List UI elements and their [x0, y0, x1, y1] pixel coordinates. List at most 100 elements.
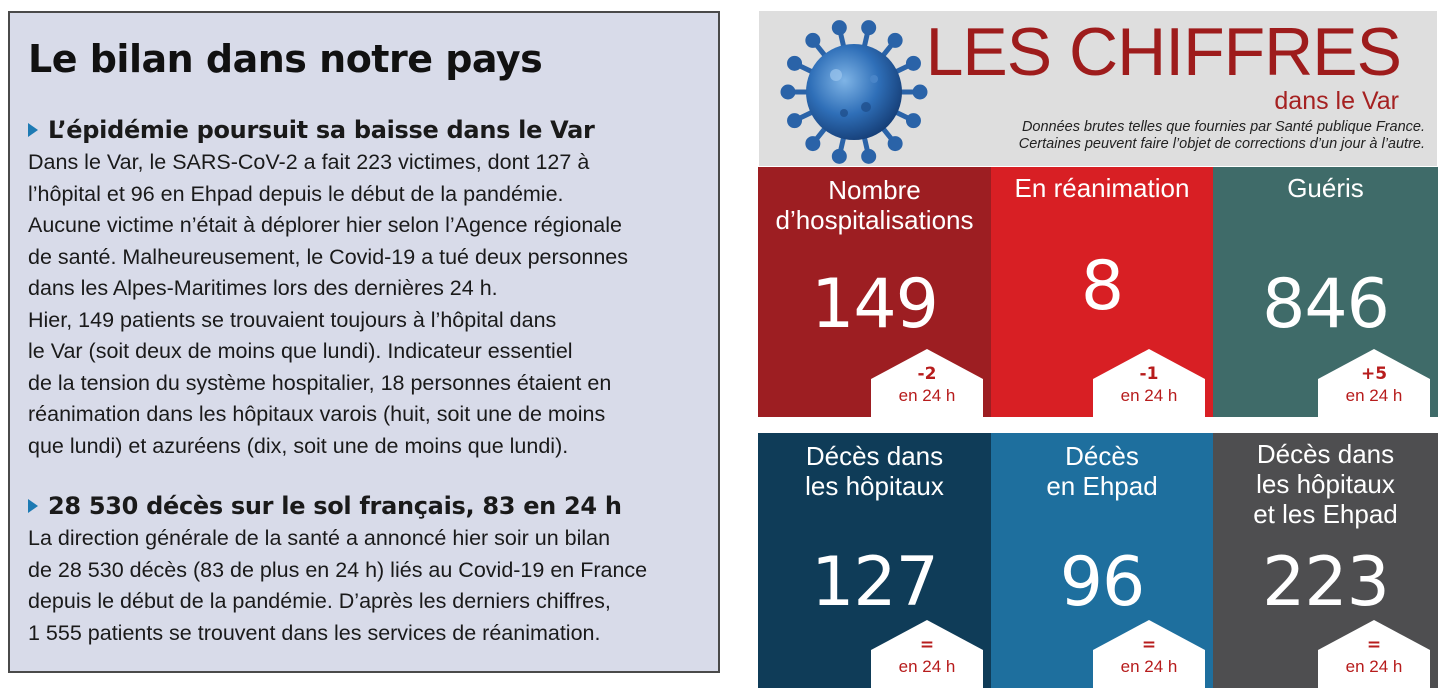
- badge-house-shape: [1093, 620, 1205, 688]
- section-subhead-text: L’épidémie poursuit sa baisse dans le Va…: [48, 116, 595, 144]
- body-line: réanimation dans les hôpitaux varois (hu…: [28, 402, 606, 426]
- infographic-note: Données brutes telles que fournies par S…: [1019, 119, 1425, 153]
- virus-spike-tip: [861, 148, 877, 164]
- stat-tile-label-line: En réanimation: [1014, 173, 1190, 203]
- stat-tile-label: Décès en Ehpad: [991, 441, 1213, 501]
- virus-spike-tip: [805, 32, 821, 48]
- change-badge: -1 en 24 h: [1093, 349, 1205, 417]
- badge-delta: =: [1141, 635, 1157, 655]
- stat-tile-value: 127: [811, 543, 939, 622]
- stat-tile-value: 149: [811, 265, 939, 344]
- virus-spike-tip: [861, 20, 877, 36]
- body-line: 1 555 patients se trouvent dans les serv…: [28, 620, 601, 645]
- stat-tile-label-line: les hôpitaux: [805, 471, 944, 501]
- stat-tile-label-line: Décès: [1065, 441, 1139, 471]
- badge-delta: -1: [1139, 364, 1159, 384]
- badge-delta: +5: [1360, 364, 1388, 384]
- virus-spike-tip: [780, 84, 796, 100]
- stat-tile-label: Décès dans les hôpitaux: [758, 441, 991, 501]
- badge-period: en 24 h: [1345, 386, 1403, 405]
- bullet-triangle-icon: [28, 499, 38, 513]
- body-line: Hier, 149 patients se trouvaient toujour…: [28, 307, 557, 332]
- badge-period: en 24 h: [1345, 657, 1403, 676]
- body-line: que lundi) et azuréens (dix, soit une de…: [28, 433, 569, 458]
- virus-spike-tip: [831, 148, 847, 164]
- badge-delta: =: [1366, 635, 1382, 655]
- stat-tile-label: Guéris: [1213, 173, 1438, 203]
- body-line: de 28 530 décès (83 de plus en 24 h) lié…: [28, 557, 648, 582]
- virus-spike-tip: [905, 113, 921, 129]
- body-line: dans les Alpes-Maritimes lors des derniè…: [28, 276, 498, 300]
- section-subhead: L’épidémie poursuit sa baisse dans le Va…: [28, 113, 718, 147]
- article-headline: Le bilan dans notre pays: [28, 37, 543, 81]
- change-badge: = en 24 h: [871, 620, 983, 688]
- badge-delta: -2: [917, 364, 937, 384]
- stat-tile: Décès en Ehpad 96 = en 24 h: [991, 433, 1213, 688]
- section-subhead-text: 28 530 décès sur le sol français, 83 en …: [48, 492, 622, 520]
- stat-tile-label-line: et les Ehpad: [1253, 499, 1398, 529]
- stat-tile-value: 8: [1080, 247, 1124, 326]
- section-body: Dans le Var, le SARS-CoV-2 a fait 223 vi…: [28, 147, 718, 462]
- stat-tile-label-line: les hôpitaux: [1256, 469, 1395, 499]
- virus-spike-tip: [887, 136, 903, 152]
- virus-spike-tip: [887, 32, 903, 48]
- stat-tile-label-line: en Ehpad: [1046, 471, 1158, 501]
- badge-period: en 24 h: [1120, 657, 1178, 676]
- badge-period: en 24 h: [898, 386, 956, 405]
- change-badge: = en 24 h: [1093, 620, 1205, 688]
- article-section-1: L’épidémie poursuit sa baisse dans le Va…: [28, 113, 718, 462]
- stat-tile: Décès dans les hôpitaux 127 = en 24 h: [758, 433, 991, 688]
- change-badge: +5 en 24 h: [1318, 349, 1430, 417]
- body-line: l’hôpital et 96 en Ehpad depuis le début…: [28, 181, 564, 206]
- stat-tile-label: Décès dans les hôpitaux et les Ehpad: [1213, 439, 1438, 529]
- body-line: depuis le début de la pandémie. D’après …: [28, 589, 611, 613]
- bullet-triangle-icon: [28, 123, 38, 137]
- badge-house-shape: [871, 349, 983, 417]
- virus-spike-tip: [912, 84, 928, 100]
- body-line: Dans le Var, le SARS-CoV-2 a fait 223 vi…: [28, 150, 590, 174]
- stat-tile-label: En réanimation: [991, 173, 1213, 203]
- stat-tile: En réanimation 8 -1 en 24 h: [991, 167, 1213, 417]
- badge-house-shape: [1318, 349, 1430, 417]
- badge-house-shape: [1318, 620, 1430, 688]
- body-line: de la tension du système hospitalier, 18…: [28, 370, 612, 395]
- stat-tile-value: 96: [1059, 543, 1146, 622]
- stat-tile-label-line: Guéris: [1287, 173, 1364, 203]
- article-section-2: 28 530 décès sur le sol français, 83 en …: [28, 489, 718, 649]
- virus-spike-tip: [905, 55, 921, 71]
- virus-spike-tip: [787, 55, 803, 71]
- infographic-title: LES CHIFFRES: [925, 14, 1402, 90]
- stat-tile-value: 223: [1262, 543, 1390, 622]
- coronavirus-icon: [780, 20, 928, 164]
- badge-period: en 24 h: [898, 657, 956, 676]
- stat-tile-label-line: Décès dans: [1256, 439, 1395, 469]
- change-badge: -2 en 24 h: [871, 349, 983, 417]
- body-line: le Var (soit deux de moins que lundi). I…: [28, 339, 573, 363]
- stat-tile-value: 846: [1262, 265, 1390, 344]
- note-line: Données brutes telles que fournies par S…: [1021, 119, 1425, 135]
- article-panel: Le bilan dans notre pays L’épidémie pour…: [8, 11, 720, 673]
- stat-tile: Décès dans les hôpitaux et les Ehpad 223 = en…: [1213, 433, 1438, 688]
- change-badge: = en 24 h: [1318, 620, 1430, 688]
- body-line: de santé. Malheureusement, le Covid-19 a…: [28, 244, 628, 269]
- badge-house-shape: [871, 620, 983, 688]
- infographic-header: LES CHIFFRES dans le Var Données brutes …: [759, 11, 1437, 166]
- badge-period: en 24 h: [1120, 386, 1178, 405]
- stat-tile-label-line: Décès dans: [805, 441, 944, 471]
- section-body: La direction générale de la santé a anno…: [28, 523, 718, 649]
- virus-spike-tip: [787, 113, 803, 129]
- note-line: Certaines peuvent faire l’objet de corre…: [1018, 136, 1425, 152]
- badge-delta: =: [919, 635, 935, 655]
- body-line: La direction générale de la santé a anno…: [28, 526, 611, 550]
- stat-tile-label-line: d’hospitalisations: [775, 205, 974, 235]
- stat-tile-label: Nombre d’hospitalisations: [758, 175, 991, 235]
- virus-spike-tip: [831, 20, 847, 36]
- virus-spike-tip: [805, 136, 821, 152]
- stat-tile-label-line: Nombre: [828, 175, 921, 205]
- infographic: LES CHIFFRES dans le Var Données brutes …: [755, 11, 1437, 692]
- stat-tile: Nombre d’hospitalisations 149 -2 en 24 h: [758, 167, 991, 417]
- badge-house-shape: [1093, 349, 1205, 417]
- body-line: Aucune victime n’était à déplorer hier s…: [28, 213, 622, 237]
- tile-separator: [755, 417, 1438, 433]
- infographic-subtitle: dans le Var: [1274, 87, 1399, 115]
